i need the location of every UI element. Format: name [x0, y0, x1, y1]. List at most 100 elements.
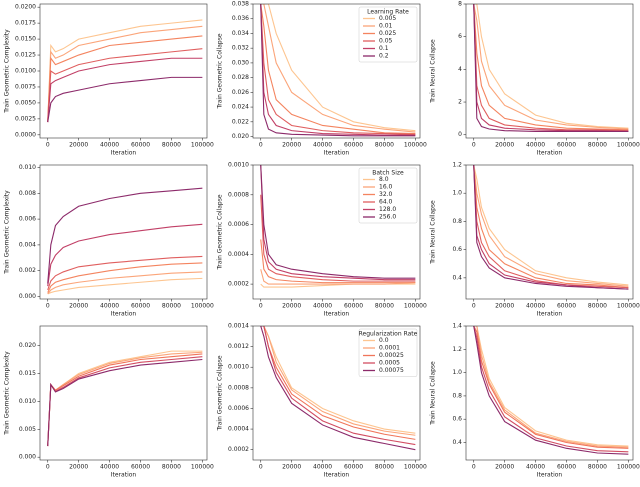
x-tick-label: 0 [259, 464, 263, 471]
y-tick-label: 0.010 [19, 398, 36, 405]
plot-area [473, 165, 629, 290]
x-tick-label: 60000 [557, 303, 576, 310]
series-line [473, 165, 629, 289]
x-tick-label: 80000 [375, 142, 394, 149]
y-tick-label: 0.8 [452, 392, 462, 399]
x-tick-label: 100000 [404, 142, 427, 149]
x-tick-label: 20000 [69, 142, 88, 149]
plot-area [473, 4, 629, 133]
x-tick-label: 20000 [282, 464, 301, 471]
x-tick-label: 0 [46, 142, 50, 149]
plot-frame [465, 164, 634, 300]
series-line [473, 165, 629, 290]
series-line [47, 255, 203, 291]
y-tick-label: 0.030 [232, 59, 249, 66]
legend-label: 0.0005 [379, 360, 400, 367]
y-tick-label: 0.0100 [15, 68, 36, 75]
plot-area [47, 19, 203, 123]
x-tick-label: 0 [472, 464, 476, 471]
plot-frame [252, 325, 421, 461]
y-axis-label: Train Geometric Complexity [4, 351, 11, 436]
legend-label: 0.05 [379, 38, 393, 45]
series-line [473, 165, 629, 290]
series-line [473, 4, 629, 129]
y-tick-label: 0.026 [232, 89, 249, 96]
x-tick-label: 100000 [617, 464, 640, 471]
x-tick-label: 100000 [191, 303, 214, 310]
series-line [260, 4, 416, 135]
legend-label: 256.0 [379, 214, 396, 221]
plot-area [473, 326, 629, 455]
x-tick-label: 80000 [588, 464, 607, 471]
y-tick-label: 0.0012 [228, 343, 249, 350]
x-axis-label: Iteration [537, 311, 563, 318]
series-line [473, 165, 629, 287]
x-tick-label: 100000 [191, 142, 214, 149]
x-tick-label: 40000 [313, 142, 332, 149]
panel: 0.0002 0.0004 0.0006 0.0008 0.0010 0 20000 4000… [217, 162, 427, 318]
plot-area [47, 350, 203, 447]
y-tick-label: 0.006 [19, 216, 36, 223]
series-line [47, 187, 203, 284]
series-line [260, 165, 416, 279]
series-line [260, 4, 416, 132]
x-axis-label: Iteration [111, 472, 137, 479]
legend-label: 0.1 [379, 45, 389, 52]
y-tick-label: 0.015 [19, 370, 36, 377]
series-line [260, 4, 416, 133]
panel: 0.4 0.6 0.8 1.0 1.2 0 20000 40000 60000 80000 1000… [430, 162, 640, 318]
series-line [473, 165, 629, 289]
panel: 0.4 0.6 0.8 1.0 1.2 1.4 0 20000 40000 60000 80000 1… [430, 323, 640, 479]
x-tick-label: 80000 [588, 142, 607, 149]
x-tick-label: 60000 [344, 303, 363, 310]
x-tick-label: 20000 [69, 303, 88, 310]
series-line [260, 165, 416, 281]
legend-label: 64.0 [379, 199, 393, 206]
y-axis-label: Train Geometric Complexity [4, 190, 11, 275]
y-axis-label: Train Neural Collapse [430, 39, 437, 104]
x-tick-label: 80000 [375, 303, 394, 310]
x-tick-label: 40000 [313, 464, 332, 471]
y-tick-label: 0.032 [232, 45, 249, 52]
y-tick-label: 0.0200 [15, 4, 36, 11]
series-line [473, 326, 629, 449]
legend-label: 0.00075 [379, 367, 404, 374]
legend-title: Regularization Rate [359, 331, 418, 338]
series-line [47, 223, 203, 287]
series-line [47, 358, 203, 447]
panel: 0.000 0.005 0.010 0.015 0.020 0 20000 40000 6000… [4, 325, 214, 479]
y-tick-label: 0.000 [19, 454, 36, 461]
series-line [47, 19, 203, 123]
y-tick-label: 0.020 [19, 342, 36, 349]
x-tick-label: 40000 [313, 303, 332, 310]
y-tick-label: 6 [458, 33, 462, 40]
x-tick-label: 60000 [557, 142, 576, 149]
y-tick-label: 1.2 [452, 346, 462, 353]
y-tick-label: 1.0 [452, 369, 462, 376]
x-axis-label: Iteration [111, 311, 137, 318]
panel: 0.020 0.022 0.024 0.026 0.028 0.030 0.032 0.034… [217, 1, 427, 157]
y-tick-label: 8 [458, 1, 462, 8]
x-tick-label: 0 [259, 142, 263, 149]
legend-label: 16.0 [379, 184, 393, 191]
x-tick-label: 20000 [495, 464, 514, 471]
legend-label: 128.0 [379, 206, 396, 213]
y-tick-label: 0.004 [19, 241, 36, 248]
y-tick-label: 0.0004 [228, 426, 249, 433]
x-tick-label: 40000 [100, 464, 119, 471]
y-axis-label: Train Geometric Collapse [217, 194, 224, 270]
y-tick-label: 0.005 [19, 426, 36, 433]
x-tick-label: 40000 [100, 303, 119, 310]
x-tick-label: 100000 [404, 303, 427, 310]
series-line [47, 356, 203, 447]
series-line [473, 326, 629, 448]
series-line [473, 326, 629, 453]
series-line [260, 4, 416, 136]
plot-frame [252, 164, 421, 300]
legend-label: 0.025 [379, 30, 396, 37]
y-tick-label: 0.0008 [228, 384, 249, 391]
y-tick-label: 0.4 [452, 274, 462, 281]
series-line [260, 194, 416, 282]
plot-frame [39, 164, 208, 300]
